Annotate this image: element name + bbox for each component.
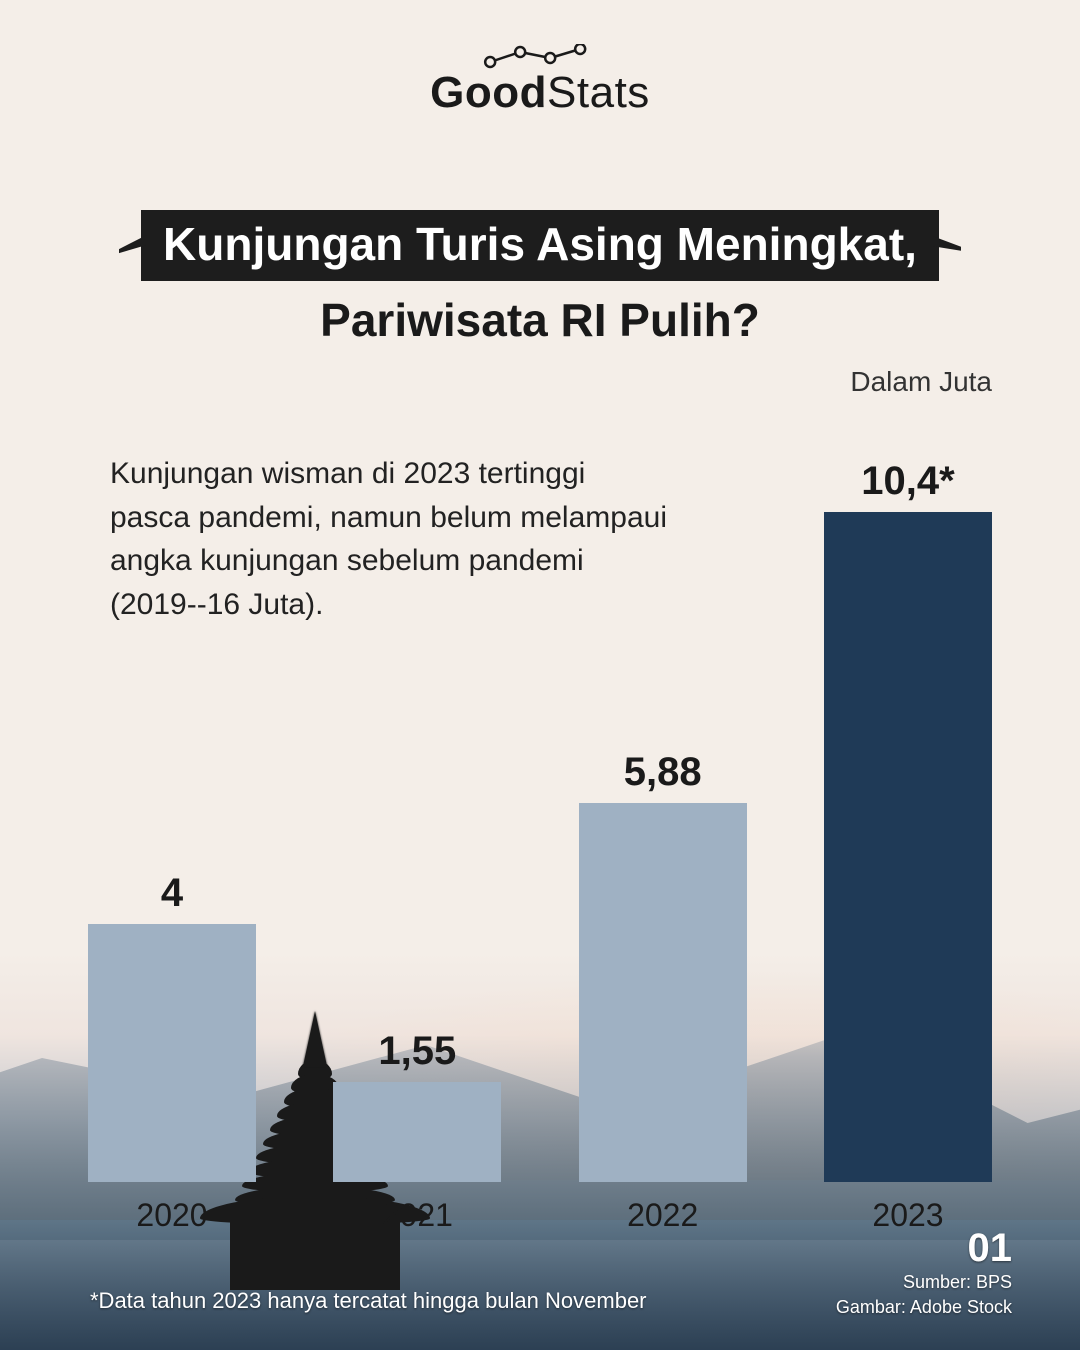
title-subtitle: Pariwisata RI Pulih?: [0, 293, 1080, 347]
bar-2022: 5,88: [579, 750, 747, 1182]
bar-value-label: 4: [161, 871, 183, 916]
unit-label: Dalam Juta: [850, 366, 992, 398]
bar-rect: [579, 803, 747, 1182]
title-highlighted: Kunjungan Turis Asing Meningkat,: [141, 210, 939, 281]
footnote: *Data tahun 2023 hanya tercatat hingga b…: [90, 1288, 647, 1314]
logo-text: GoodStats: [430, 68, 650, 118]
bar-2020: 4: [88, 871, 256, 1182]
brand-logo: GoodStats: [430, 44, 650, 118]
bar-rect: [824, 512, 992, 1182]
bar-rect: [333, 1082, 501, 1182]
footer-meta: 01 Sumber: BPS Gambar: Adobe Stock: [836, 1228, 1012, 1318]
x-label: 2021: [333, 1197, 501, 1234]
page-number: 01: [836, 1228, 1012, 1268]
logo-dots-icon: [480, 44, 600, 70]
x-label: 2022: [579, 1197, 747, 1234]
bar-2023: 10,4*: [824, 459, 992, 1182]
image-credit: Gambar: Adobe Stock: [836, 1297, 1012, 1318]
bar-value-label: 5,88: [624, 750, 702, 795]
bar-value-label: 1,55: [378, 1029, 456, 1074]
bar-chart: 4 1,55 5,88 10,4*: [88, 452, 992, 1182]
title-block: Kunjungan Turis Asing Meningkat, Pariwis…: [0, 210, 1080, 347]
bar-rect: [88, 924, 256, 1182]
source-line: Sumber: BPS: [836, 1272, 1012, 1293]
bar-2021: 1,55: [333, 1029, 501, 1182]
x-label: 2020: [88, 1197, 256, 1234]
bar-value-label: 10,4*: [861, 459, 954, 504]
